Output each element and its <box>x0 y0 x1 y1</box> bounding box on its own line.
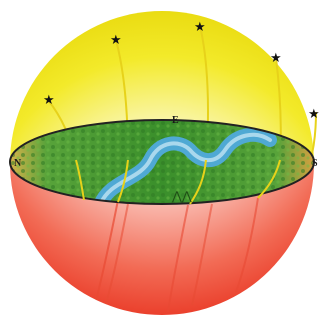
lower-hemisphere <box>10 162 314 315</box>
star-paths-front <box>75 159 281 205</box>
star-icon: ★ <box>194 20 206 35</box>
star-icon: ★ <box>110 33 122 48</box>
star-icon: ★ <box>270 51 282 66</box>
south-label: S <box>312 158 318 169</box>
river <box>93 127 277 204</box>
tree-icon: ⋀⋀ <box>171 189 192 203</box>
horizon-plane <box>9 119 315 205</box>
east-label: E <box>172 115 179 126</box>
stars: ★ ★ ★ ★ ★ <box>43 20 320 122</box>
north-label: N <box>14 158 22 169</box>
star-paths-below-horizon <box>95 197 259 313</box>
star-icon: ★ <box>308 107 320 122</box>
star-icon: ★ <box>43 93 55 108</box>
upper-hemisphere <box>10 11 314 162</box>
